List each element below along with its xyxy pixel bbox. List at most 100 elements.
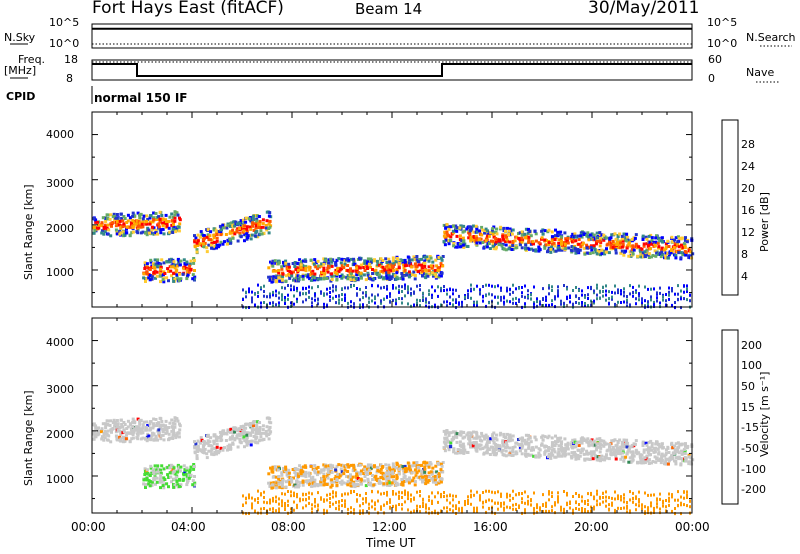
power-cell: [404, 261, 407, 264]
power-cell: [476, 284, 478, 288]
power-cell: [115, 232, 119, 236]
power-cell: [495, 227, 498, 231]
power-cell: [323, 302, 325, 306]
velocity-cell: [684, 456, 688, 460]
power-cell: [524, 284, 526, 288]
power-cell: [427, 259, 431, 263]
power-cell: [377, 284, 379, 288]
velocity-cell: [159, 437, 163, 441]
velocity-cell: [402, 472, 406, 476]
power-cell: [506, 286, 508, 290]
velocity-cell: [220, 434, 223, 438]
velocity-cell: [307, 471, 311, 475]
power-cell: [501, 234, 505, 238]
velocity-cell: [242, 504, 244, 507]
power-cell: [386, 287, 388, 291]
power-cell: [571, 240, 574, 244]
power-cell: [138, 213, 142, 217]
power-cell: [391, 262, 395, 266]
power-cell: [131, 214, 135, 218]
power-cell: [340, 257, 344, 261]
power-cell: [314, 292, 316, 296]
power-cell: [150, 274, 154, 278]
velocity-cell: [683, 444, 687, 448]
power-cell: [121, 230, 125, 234]
velocity-cell: [205, 456, 209, 460]
velocity-cell: [350, 491, 352, 495]
velocity-cell: [177, 435, 181, 439]
power-cell: [293, 285, 295, 289]
velocity-cell: [613, 452, 617, 456]
velocity-cell: [296, 468, 300, 472]
power-cell: [666, 256, 670, 260]
power-cell: [590, 248, 594, 252]
velocity-cell: [387, 479, 391, 483]
velocity-cell: [586, 441, 590, 445]
velocity-cell: [627, 448, 631, 452]
velocity-cell: [152, 432, 156, 436]
power-cell: [196, 239, 200, 243]
velocity-cell: [468, 431, 472, 435]
power-cell: [482, 245, 486, 249]
velocity-cell: [381, 471, 385, 475]
velocity-cell: [168, 464, 172, 468]
power-cell: [304, 259, 308, 263]
power-cell: [128, 216, 132, 220]
power-cell: [94, 218, 98, 222]
velocity-cell: [277, 477, 281, 481]
velocity-cell: [609, 449, 613, 453]
velocity-cell: [550, 451, 554, 455]
velocity-cell: [381, 475, 385, 479]
velocity-cell: [165, 430, 169, 434]
velocity-cell: [388, 481, 392, 485]
power-cell: [518, 300, 520, 303]
velocity-cell: [600, 458, 604, 462]
power-cell: [359, 263, 363, 267]
velocity-cell: [427, 475, 431, 479]
power-cell: [199, 230, 203, 234]
power-cell: [245, 306, 247, 310]
power-cell: [342, 266, 346, 270]
power-cell: [655, 234, 658, 238]
power-cell: [173, 277, 177, 281]
power-cell: [624, 236, 628, 240]
power-cell: [628, 250, 632, 254]
power-cell: [162, 280, 166, 284]
power-cell: [533, 229, 537, 233]
velocity-cell: [649, 453, 652, 457]
power-cell: [560, 242, 563, 246]
velocity-cell: [431, 477, 434, 481]
power-cell: [408, 272, 412, 276]
velocity-cell: [524, 452, 527, 456]
velocity-cell: [146, 424, 150, 427]
velocity-cell: [487, 448, 491, 451]
power-cell: [351, 269, 355, 273]
power-cell: [353, 284, 355, 287]
power-cell: [491, 232, 495, 236]
power-cell: [689, 250, 693, 254]
power-cell: [468, 228, 472, 232]
power-cell: [161, 224, 165, 228]
power-cell: [401, 301, 403, 305]
velocity-cell: [165, 482, 169, 486]
power-cell: [636, 254, 640, 258]
power-cell: [287, 284, 289, 287]
power-cell: [269, 278, 273, 282]
velocity-cell: [498, 433, 502, 437]
velocity-cell: [447, 448, 451, 452]
power-cell: [274, 269, 278, 273]
power-cell: [683, 290, 685, 294]
power-cell: [602, 285, 604, 289]
power-cell: [332, 289, 334, 293]
power-cell: [686, 290, 688, 293]
power-cell: [442, 223, 446, 227]
power-cell: [251, 224, 255, 228]
power-cell: [148, 216, 152, 220]
power-cell: [508, 240, 512, 244]
power-cell: [326, 292, 328, 296]
power-cell: [275, 303, 277, 307]
power-cell: [650, 298, 652, 302]
power-cell: [157, 215, 161, 219]
velocity-cell: [305, 504, 307, 508]
power-cell: [311, 269, 315, 273]
